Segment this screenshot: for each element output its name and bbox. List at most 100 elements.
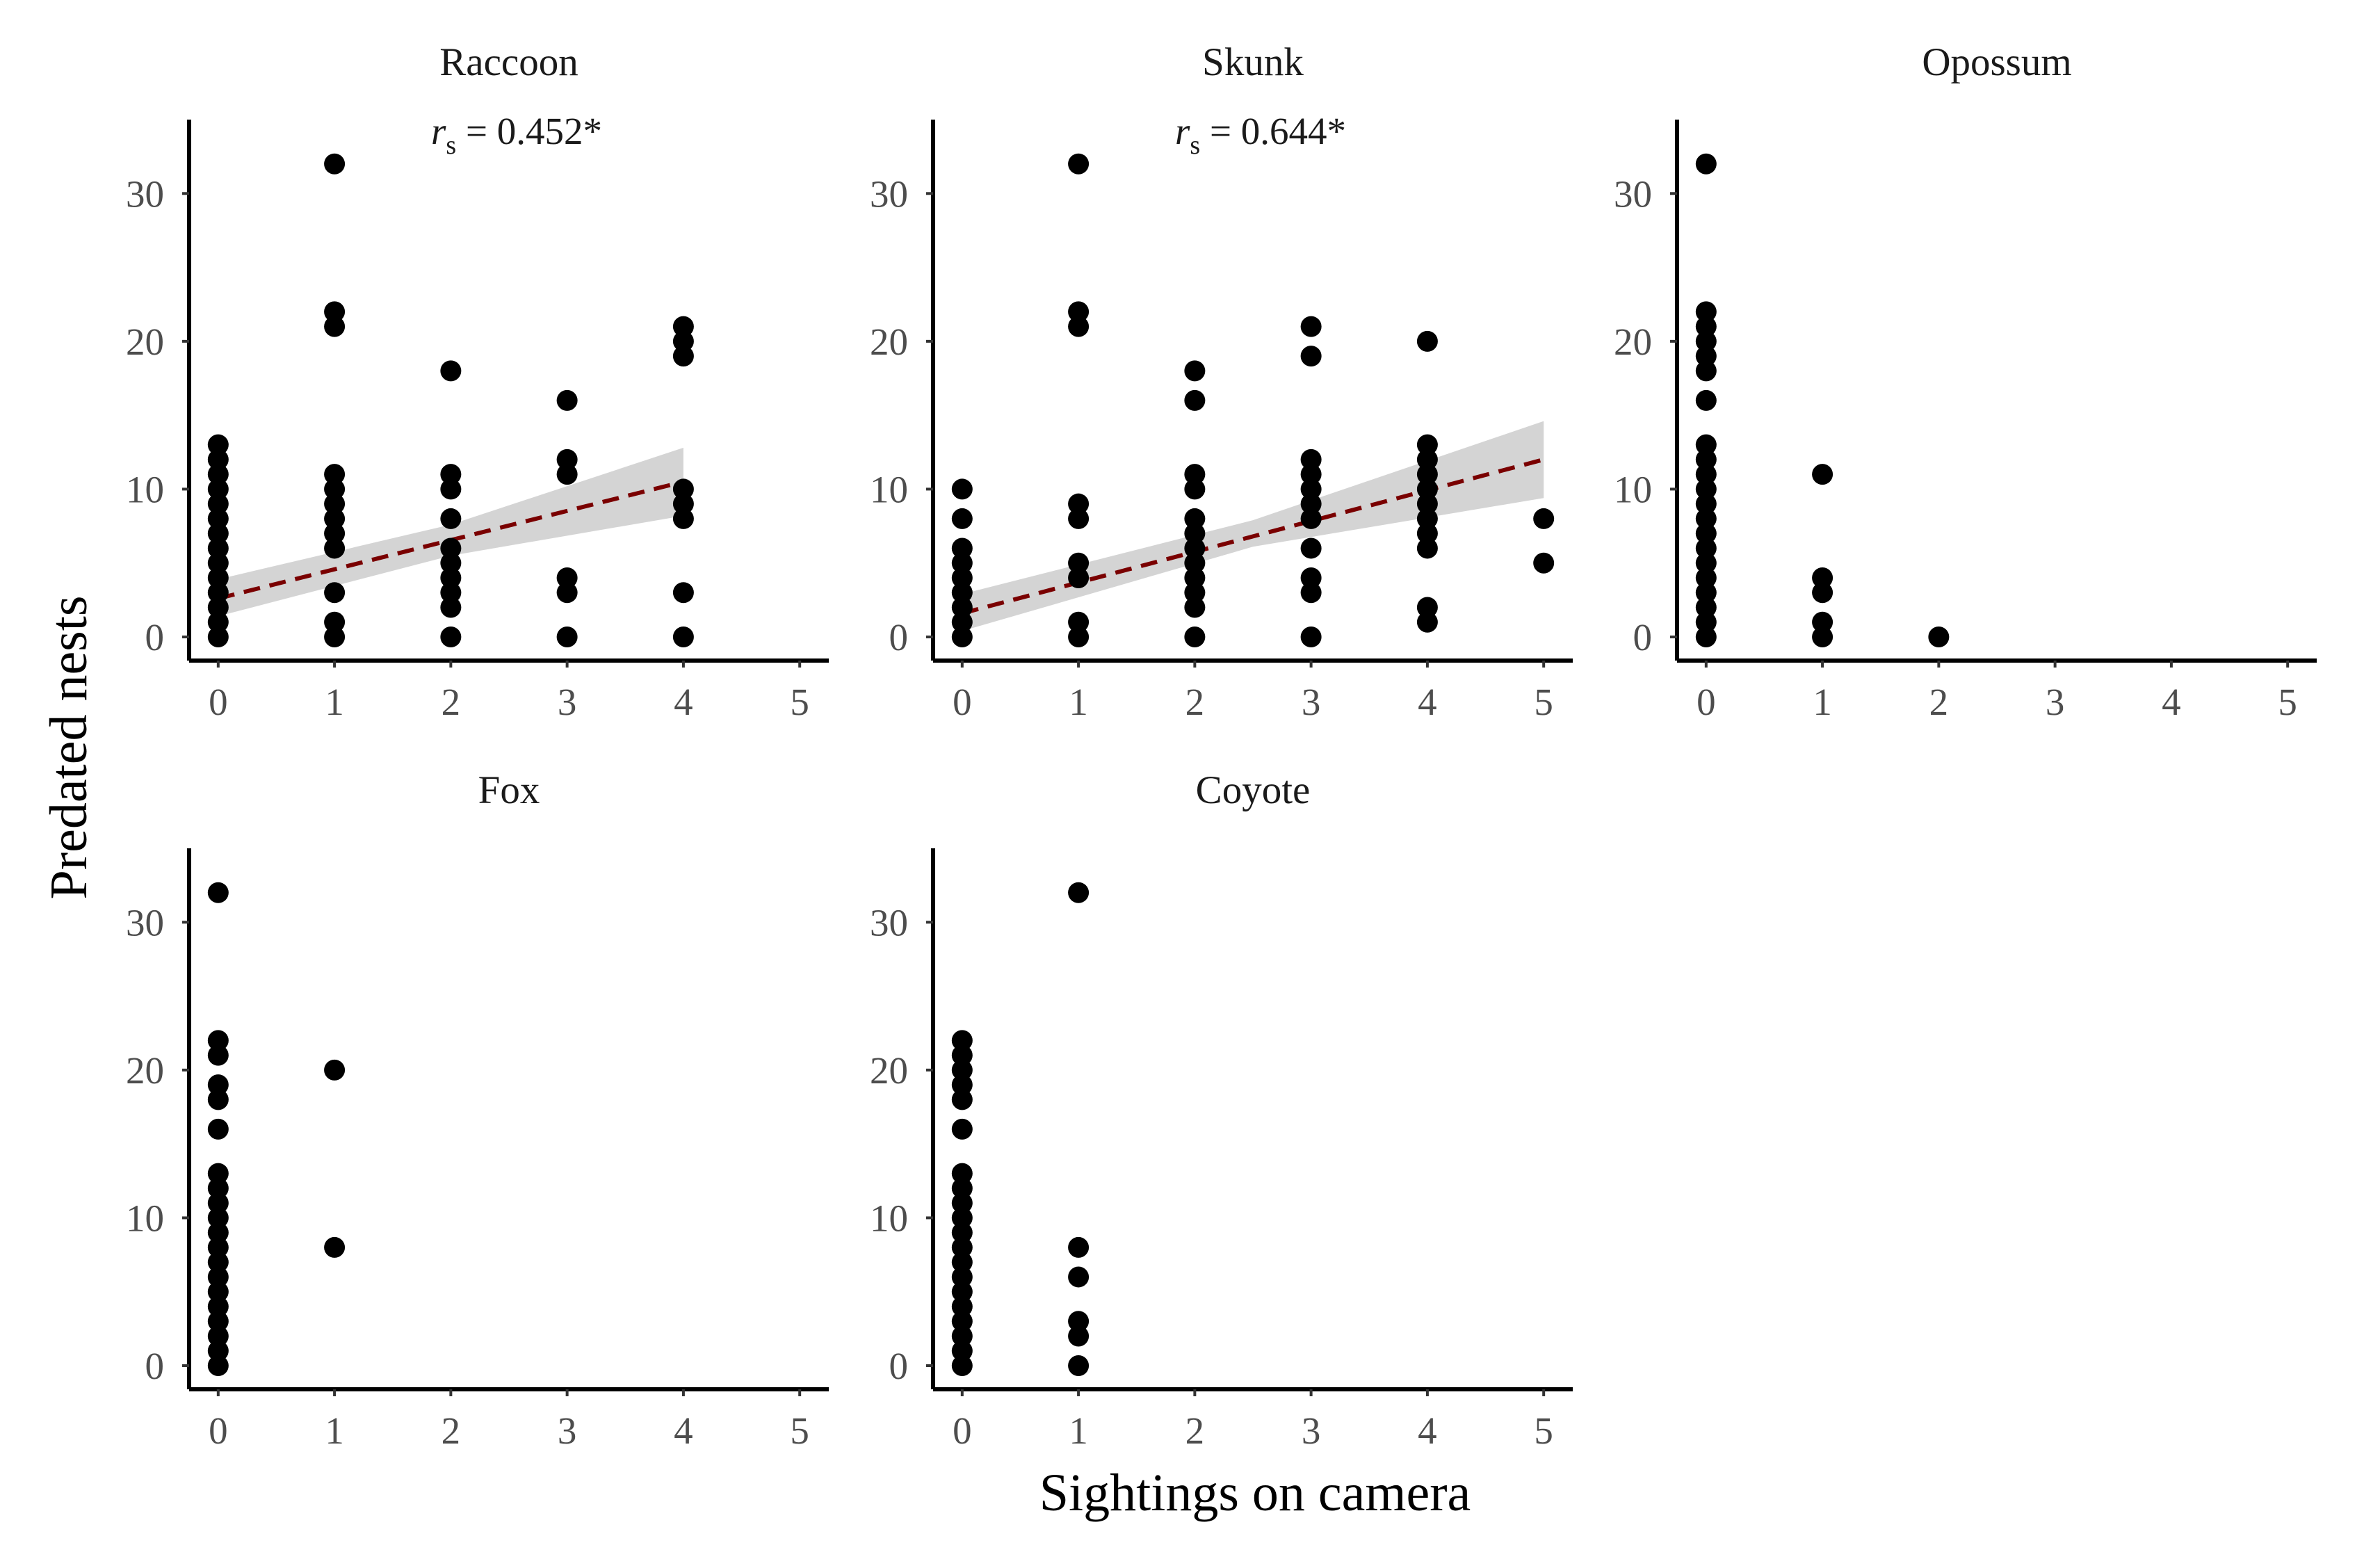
data-point-raccoon-3 bbox=[207, 582, 229, 604]
x-tick-label-skunk-0: 0 bbox=[953, 681, 972, 723]
data-point-skunk-44 bbox=[1416, 523, 1438, 544]
y-tick-label-fox-0: 0 bbox=[145, 1345, 165, 1387]
x-axis-title: Sightings on camera bbox=[1039, 1464, 1471, 1522]
data-point-opossum-22 bbox=[1812, 611, 1833, 633]
y-tick-label-raccoon-0: 0 bbox=[145, 616, 165, 658]
data-point-raccoon-19 bbox=[324, 508, 346, 529]
data-point-coyote-8 bbox=[951, 1236, 973, 1258]
x-tick-label-raccoon-5: 5 bbox=[790, 681, 809, 723]
data-point-raccoon-6 bbox=[207, 538, 229, 559]
data-point-opossum-14 bbox=[1695, 389, 1717, 411]
data-point-opossum-6 bbox=[1695, 538, 1717, 559]
data-point-raccoon-22 bbox=[324, 464, 346, 485]
data-point-raccoon-18 bbox=[324, 523, 346, 544]
data-point-skunk-46 bbox=[1416, 493, 1438, 515]
panel-coyote: Coyote 0 10 20 30 0 1 2 3 4 5 bbox=[870, 768, 1573, 1452]
panel-title-coyote: Coyote bbox=[1196, 768, 1311, 812]
data-point-fox-7 bbox=[207, 1252, 229, 1273]
data-point-coyote-5 bbox=[951, 1281, 973, 1302]
panel-title-raccoon: Raccoon bbox=[439, 40, 578, 84]
panel-title-skunk: Skunk bbox=[1202, 40, 1304, 84]
data-point-skunk-19 bbox=[1184, 597, 1206, 618]
data-point-skunk-35 bbox=[1300, 493, 1322, 515]
data-point-coyote-10 bbox=[951, 1207, 973, 1229]
data-point-skunk-12 bbox=[1068, 552, 1090, 574]
data-point-raccoon-33 bbox=[440, 478, 462, 500]
data-point-skunk-30 bbox=[1300, 626, 1322, 647]
data-point-raccoon-31 bbox=[440, 538, 462, 559]
x-tick-label-coyote-0: 0 bbox=[953, 1409, 972, 1452]
data-point-raccoon-34 bbox=[440, 464, 462, 485]
x-tick-label-coyote-4: 4 bbox=[1418, 1409, 1437, 1452]
data-point-coyote-2 bbox=[951, 1325, 973, 1347]
data-point-fox-21 bbox=[324, 1059, 346, 1081]
data-point-raccoon-17 bbox=[324, 538, 346, 559]
x-tick-label-skunk-2: 2 bbox=[1185, 681, 1205, 723]
data-point-opossum-13 bbox=[1695, 434, 1717, 455]
data-point-raccoon-38 bbox=[556, 567, 578, 588]
x-tick-label-skunk-5: 5 bbox=[1534, 681, 1553, 723]
data-point-fox-8 bbox=[207, 1236, 229, 1258]
confidence-band-skunk bbox=[962, 421, 1544, 631]
data-point-skunk-51 bbox=[1416, 330, 1438, 352]
data-point-coyote-14 bbox=[951, 1118, 973, 1140]
data-point-opossum-24 bbox=[1812, 567, 1833, 588]
panel-fox: Fox 0 10 20 30 0 1 2 3 4 5 bbox=[126, 768, 829, 1452]
data-point-skunk-20 bbox=[1184, 582, 1206, 604]
data-point-raccoon-29 bbox=[440, 567, 462, 588]
data-point-opossum-11 bbox=[1695, 464, 1717, 485]
data-point-skunk-38 bbox=[1300, 448, 1322, 470]
data-point-skunk-10 bbox=[1068, 611, 1090, 633]
data-point-skunk-53 bbox=[1533, 508, 1555, 529]
data-point-skunk-6 bbox=[951, 538, 973, 559]
x-tick-label-opossum-0: 0 bbox=[1697, 681, 1716, 723]
data-point-skunk-17 bbox=[1068, 153, 1090, 175]
data-point-opossum-10 bbox=[1695, 478, 1717, 500]
data-point-raccoon-42 bbox=[672, 626, 694, 647]
y-tick-label-coyote-2: 20 bbox=[870, 1049, 908, 1092]
data-point-skunk-52 bbox=[1533, 552, 1555, 574]
y-tick-label-raccoon-3: 30 bbox=[126, 172, 164, 215]
y-tick-label-skunk-3: 30 bbox=[870, 172, 908, 215]
data-point-fox-19 bbox=[207, 882, 229, 903]
data-point-opossum-23 bbox=[1812, 582, 1833, 604]
data-point-coyote-13 bbox=[951, 1163, 973, 1184]
y-tick-label-fox-1: 10 bbox=[126, 1197, 164, 1239]
data-point-opossum-17 bbox=[1695, 330, 1717, 352]
data-point-raccoon-45 bbox=[672, 493, 694, 515]
data-point-raccoon-49 bbox=[672, 316, 694, 337]
x-tick-label-skunk-1: 1 bbox=[1069, 681, 1088, 723]
data-point-coyote-20 bbox=[1068, 1355, 1090, 1376]
data-point-opossum-19 bbox=[1695, 301, 1717, 323]
data-point-raccoon-0 bbox=[207, 626, 229, 647]
y-tick-label-fox-2: 20 bbox=[126, 1049, 164, 1092]
data-point-raccoon-11 bbox=[207, 464, 229, 485]
y-tick-label-opossum-3: 30 bbox=[1614, 172, 1652, 215]
data-point-skunk-7 bbox=[951, 508, 973, 529]
data-point-opossum-2 bbox=[1695, 597, 1717, 618]
data-point-skunk-11 bbox=[1068, 567, 1090, 588]
data-point-opossum-9 bbox=[1695, 493, 1717, 515]
data-point-skunk-25 bbox=[1184, 508, 1206, 529]
x-tick-label-opossum-1: 1 bbox=[1813, 681, 1832, 723]
data-point-raccoon-23 bbox=[324, 316, 346, 337]
data-point-fox-3 bbox=[207, 1311, 229, 1332]
data-point-raccoon-1 bbox=[207, 611, 229, 633]
data-point-fox-13 bbox=[207, 1163, 229, 1184]
y-tick-label-coyote-3: 30 bbox=[870, 901, 908, 944]
data-point-fox-17 bbox=[207, 1044, 229, 1066]
data-point-raccoon-12 bbox=[207, 448, 229, 470]
data-point-opossum-7 bbox=[1695, 523, 1717, 544]
data-point-coyote-22 bbox=[1068, 1311, 1090, 1332]
y-tick-label-skunk-1: 10 bbox=[870, 468, 908, 510]
data-point-opossum-20 bbox=[1695, 153, 1717, 175]
data-point-raccoon-44 bbox=[672, 508, 694, 529]
data-point-opossum-26 bbox=[1928, 626, 1950, 647]
data-point-fox-4 bbox=[207, 1295, 229, 1317]
data-point-raccoon-46 bbox=[672, 478, 694, 500]
x-tick-label-raccoon-4: 4 bbox=[674, 681, 693, 723]
data-point-fox-5 bbox=[207, 1281, 229, 1302]
data-point-skunk-48 bbox=[1416, 464, 1438, 485]
